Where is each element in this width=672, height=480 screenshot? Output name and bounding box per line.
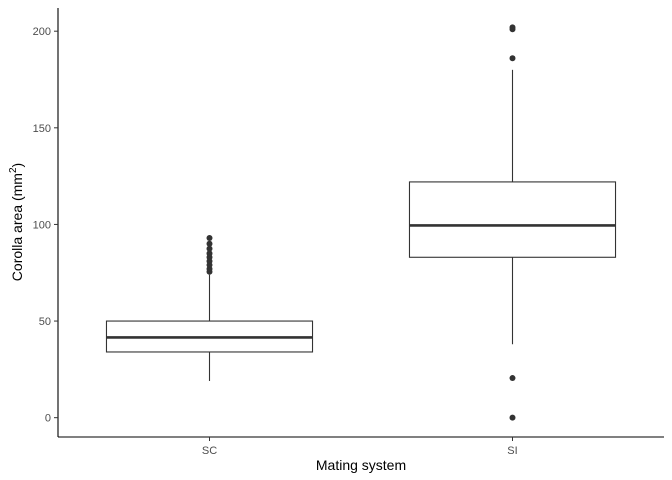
x-tick-label: SC bbox=[202, 445, 217, 457]
outlier-point bbox=[206, 234, 213, 241]
box-group-sc bbox=[105, 234, 314, 381]
box-group-si bbox=[408, 24, 617, 421]
y-axis-title-main: Corolla area (mm bbox=[9, 173, 25, 281]
y-tick-label: 100 bbox=[33, 219, 51, 231]
y-tick-label: 50 bbox=[39, 316, 51, 328]
outlier-point bbox=[509, 24, 516, 31]
outlier-point bbox=[509, 375, 516, 382]
y-tick-label: 0 bbox=[45, 413, 51, 425]
outlier-point bbox=[509, 414, 516, 421]
outlier-point bbox=[509, 55, 516, 62]
y-tick-label: 200 bbox=[33, 26, 51, 38]
outlier-point bbox=[206, 245, 213, 252]
x-axis-title: Mating system bbox=[316, 457, 406, 473]
x-tick-label: SI bbox=[507, 445, 517, 457]
plot-area bbox=[105, 24, 617, 421]
x-axis: SC SI bbox=[58, 436, 664, 457]
y-axis-title-close: ) bbox=[9, 163, 25, 168]
iqr-box bbox=[408, 181, 617, 258]
y-axis-title: Corolla area (mm2) bbox=[8, 163, 25, 281]
outlier-point bbox=[206, 240, 213, 247]
y-axis: 0 50 100 150 200 bbox=[33, 8, 59, 437]
outlier-point bbox=[206, 250, 213, 257]
y-axis-title-superscript: 2 bbox=[8, 167, 19, 173]
y-tick-label: 150 bbox=[33, 123, 51, 135]
